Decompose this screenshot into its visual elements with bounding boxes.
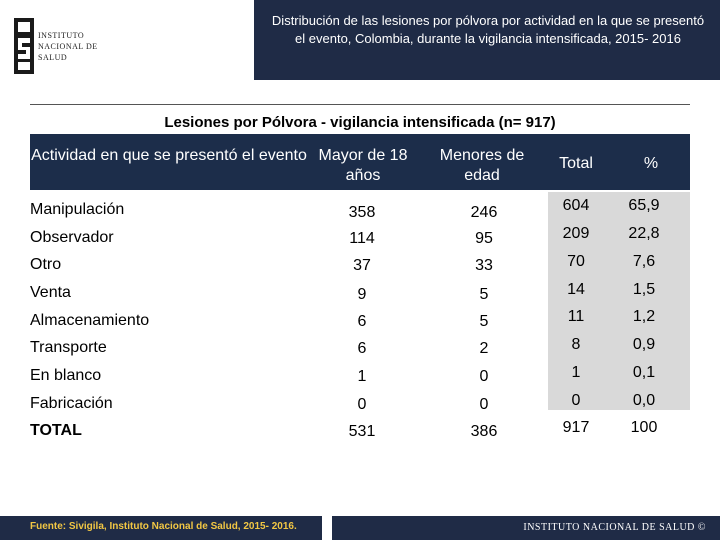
footer-source-bar: Fuente: Sivigila, Instituto Nacional de … bbox=[0, 516, 322, 540]
ins-logo-text: INSTITUTO NACIONAL DE SALUD bbox=[38, 30, 98, 63]
cell-menor: 2 bbox=[479, 340, 489, 357]
ins-logo: INSTITUTO NACIONAL DE SALUD bbox=[14, 18, 104, 76]
cell-pct: 65,9 bbox=[628, 197, 660, 214]
logo-line: NACIONAL DE bbox=[38, 42, 98, 51]
cell-total: 8 bbox=[571, 336, 581, 353]
column-header-mayor: Mayor de 18 años bbox=[318, 147, 408, 184]
cell-total: 14 bbox=[567, 281, 585, 298]
logo-line: INSTITUTO bbox=[38, 31, 85, 40]
cell-mayor: 531 bbox=[348, 423, 376, 440]
column-header-menor: Menores de edad bbox=[439, 147, 525, 184]
cell-mayor: 1 bbox=[357, 368, 367, 385]
cell-mayor: 9 bbox=[357, 286, 367, 303]
cell-pct: 1,2 bbox=[632, 308, 656, 325]
page-title: Distribución de las lesiones por pólvora… bbox=[271, 13, 705, 46]
highlighted-columns-background bbox=[548, 192, 690, 410]
cell-menor: 386 bbox=[470, 423, 498, 440]
cell-total: 209 bbox=[562, 225, 590, 242]
row-label: Manipulación bbox=[30, 201, 125, 218]
cell-menor: 246 bbox=[470, 204, 498, 221]
cell-menor: 5 bbox=[479, 313, 489, 330]
cell-mayor: 6 bbox=[357, 340, 367, 357]
table-caption: Lesiones por Pólvora - vigilancia intens… bbox=[164, 114, 556, 131]
cell-total: 604 bbox=[562, 197, 590, 214]
logo-line: SALUD bbox=[38, 53, 68, 62]
row-label: Fabricación bbox=[30, 395, 113, 412]
cell-mayor: 0 bbox=[357, 396, 367, 413]
row-label: Venta bbox=[30, 284, 71, 301]
cell-mayor: 358 bbox=[348, 204, 376, 221]
column-header-total: Total bbox=[559, 155, 593, 172]
cell-total: 917 bbox=[562, 419, 590, 436]
cell-total: 11 bbox=[567, 308, 585, 325]
footer-source: Fuente: Sivigila, Instituto Nacional de … bbox=[30, 521, 297, 532]
cell-mayor: 37 bbox=[353, 257, 371, 274]
cell-mayor: 114 bbox=[349, 230, 375, 247]
cell-pct: 22,8 bbox=[628, 225, 660, 242]
cell-menor: 0 bbox=[479, 396, 489, 413]
cell-total: 70 bbox=[567, 253, 585, 270]
row-label: Transporte bbox=[30, 339, 107, 356]
cell-mayor: 6 bbox=[357, 313, 367, 330]
cell-total: 1 bbox=[571, 364, 581, 381]
cell-pct: 1,5 bbox=[632, 281, 656, 298]
cell-pct: 0,1 bbox=[632, 364, 656, 381]
row-label: En blanco bbox=[30, 367, 102, 384]
footer-brand-bar: INSTITUTO NACIONAL DE SALUD © bbox=[332, 516, 720, 540]
cell-menor: 0 bbox=[479, 368, 489, 385]
cell-menor: 95 bbox=[475, 230, 493, 247]
cell-menor: 5 bbox=[479, 286, 489, 303]
cell-pct: 7,6 bbox=[632, 253, 656, 270]
divider bbox=[30, 104, 690, 105]
cell-pct: 0,0 bbox=[632, 392, 656, 409]
column-header-pct: % bbox=[643, 155, 659, 172]
cell-pct: 100 bbox=[630, 419, 658, 436]
row-label: TOTAL bbox=[30, 422, 82, 439]
cell-total: 0 bbox=[571, 392, 581, 409]
row-label: Almacenamiento bbox=[30, 312, 150, 329]
row-label: Observador bbox=[30, 229, 114, 246]
footer-brand: INSTITUTO NACIONAL DE SALUD © bbox=[523, 522, 706, 533]
ins-logo-mark-icon bbox=[14, 18, 34, 74]
column-header-actividad: Actividad en que se presentó el evento bbox=[31, 147, 307, 164]
table-header bbox=[30, 134, 690, 190]
cell-menor: 33 bbox=[475, 257, 493, 274]
header-banner bbox=[254, 0, 720, 80]
row-label: Otro bbox=[30, 256, 62, 273]
cell-pct: 0,9 bbox=[632, 336, 656, 353]
